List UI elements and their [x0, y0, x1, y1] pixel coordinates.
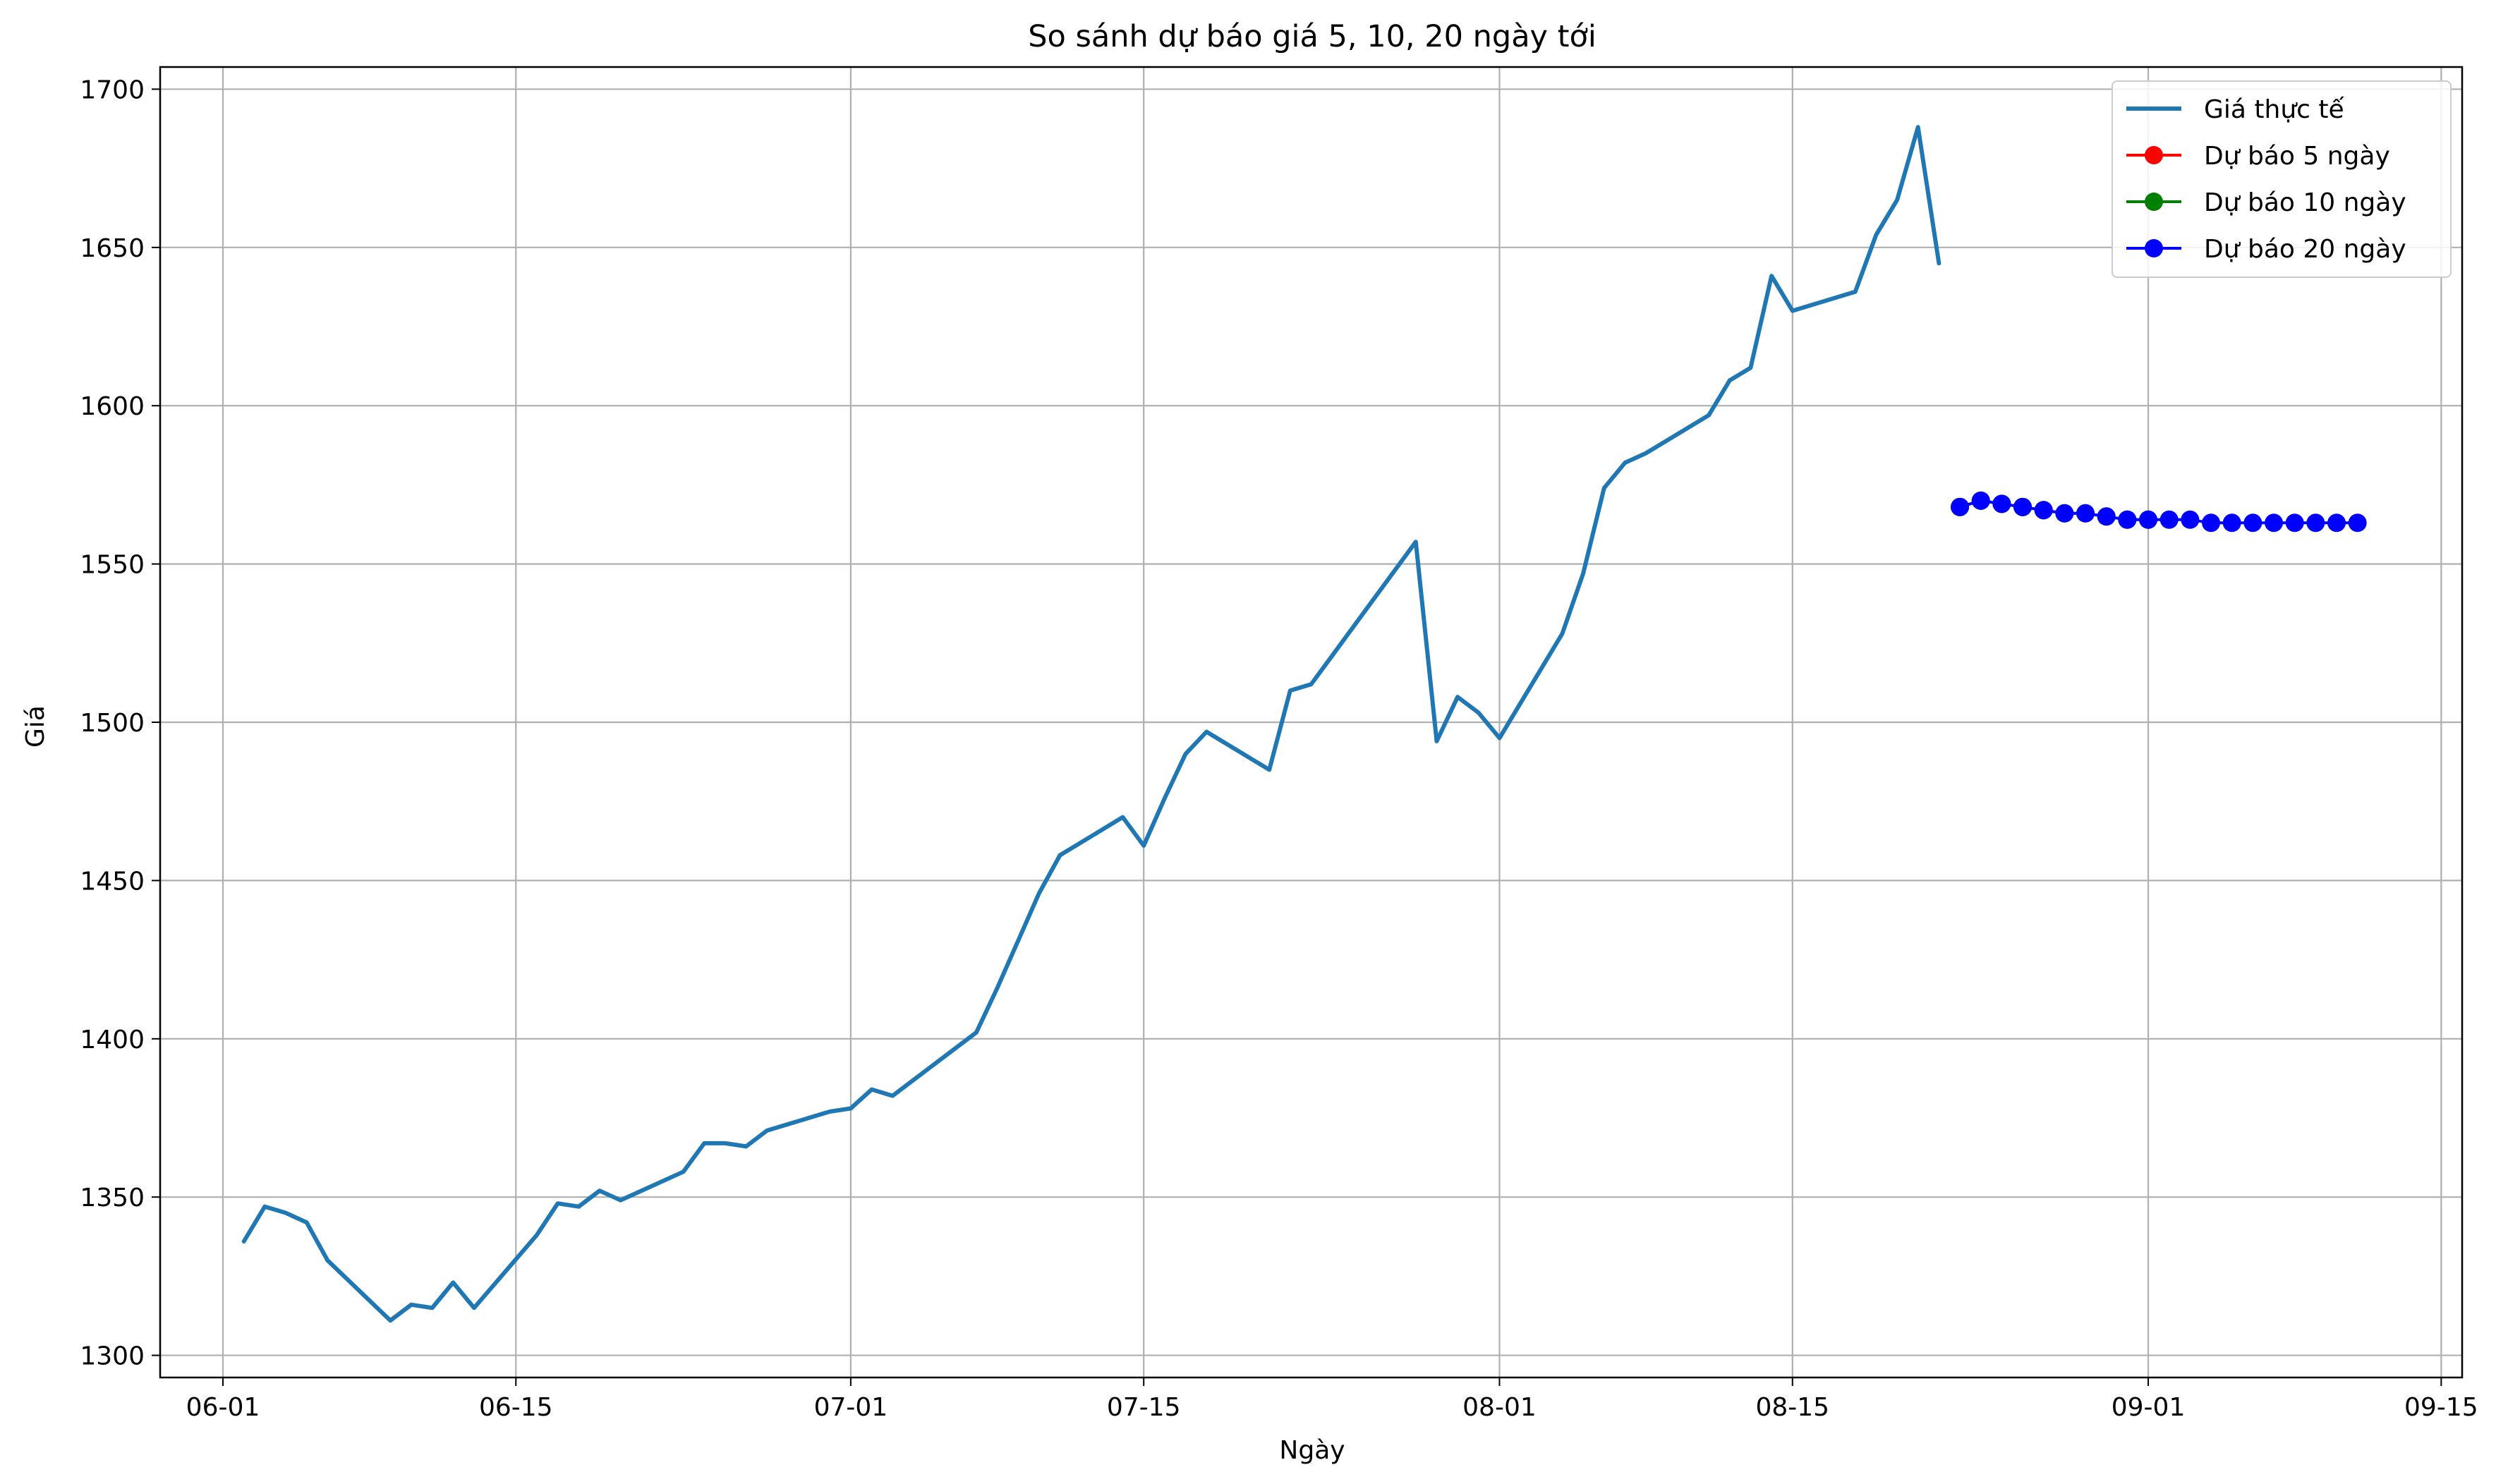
legend-marker	[2145, 146, 2163, 164]
y-tick-label: 1350	[80, 1184, 145, 1212]
x-tick-label: 07-01	[814, 1393, 888, 1422]
data-point-forecast-20d	[1951, 497, 1970, 516]
legend-item: Dự báo 20 ngày	[2126, 235, 2406, 264]
grid	[160, 67, 2462, 1377]
data-point-forecast-20d	[1971, 491, 1990, 510]
axis-ticks: 06-01 06-15 07-01 07-15 08-01 08-15 09-01 09-15…	[80, 75, 2478, 1422]
data-point-forecast-20d	[2202, 513, 2221, 533]
x-tick-label: 06-15	[479, 1393, 553, 1422]
data-point-forecast-20d	[2181, 510, 2200, 529]
y-tick-label: 1500	[80, 709, 145, 738]
legend-marker	[2145, 193, 2163, 211]
y-tick-label: 1300	[80, 1342, 145, 1371]
legend-label: Dự báo 10 ngày	[2204, 188, 2406, 217]
data-point-forecast-20d	[2327, 513, 2346, 533]
legend-label: Dự báo 5 ngày	[2204, 142, 2390, 171]
data-point-forecast-20d	[2159, 510, 2179, 529]
data-point-forecast-20d	[2285, 513, 2304, 533]
data-point-forecast-20d	[2348, 513, 2367, 533]
y-tick-label: 1450	[80, 867, 145, 896]
x-tick-label: 08-01	[1462, 1393, 1537, 1422]
data-point-forecast-20d	[2097, 507, 2116, 526]
x-tick-label: 09-01	[2112, 1393, 2186, 1422]
legend-marker	[2145, 239, 2163, 257]
x-tick-label: 06-01	[186, 1393, 260, 1422]
x-axis-label: Ngày	[1279, 1436, 1345, 1465]
legend-item: Dự báo 5 ngày	[2126, 142, 2390, 171]
x-tick-label: 09-15	[2404, 1393, 2478, 1422]
chart-title: So sánh dự báo giá 5, 10, 20 ngày tới	[1028, 19, 1597, 54]
data-point-forecast-20d	[2139, 510, 2158, 529]
data-point-forecast-20d	[2243, 513, 2262, 533]
legend-label: Dự báo 20 ngày	[2204, 235, 2406, 264]
x-tick-label: 08-15	[1755, 1393, 1829, 1422]
y-tick-label: 1550	[80, 551, 145, 580]
legend-label: Giá thực tế	[2204, 95, 2345, 124]
series-actual	[241, 125, 1941, 1323]
legend: Giá thực tế Dự báo 5 ngày Dự báo 10 ngày Dự…	[2112, 80, 2452, 278]
x-tick-label: 07-15	[1107, 1393, 1181, 1422]
series-forecast-20d	[1951, 491, 2367, 533]
data-point-forecast-20d	[2013, 497, 2032, 516]
legend-box	[2112, 80, 2452, 278]
data-point-forecast-20d	[2265, 513, 2284, 533]
data-point-forecast-20d	[2222, 513, 2241, 533]
series-line-actual	[241, 125, 1941, 1323]
data-point-forecast-20d	[2034, 501, 2053, 520]
y-tick-label: 1400	[80, 1026, 145, 1054]
y-tick-label: 1600	[80, 392, 145, 421]
y-axis-label: Giá	[21, 705, 50, 748]
data-point-forecast-20d	[2118, 510, 2137, 529]
series-layer	[241, 125, 2367, 1323]
data-point-forecast-20d	[1992, 494, 2011, 513]
legend-item: Dự báo 10 ngày	[2126, 188, 2406, 217]
data-point-forecast-20d	[2306, 513, 2325, 533]
y-tick-label: 1650	[80, 234, 145, 263]
legend-item: Giá thực tế	[2126, 95, 2345, 124]
data-point-forecast-20d	[2055, 504, 2074, 523]
y-tick-label: 1700	[80, 75, 145, 104]
data-point-forecast-20d	[2076, 504, 2095, 523]
